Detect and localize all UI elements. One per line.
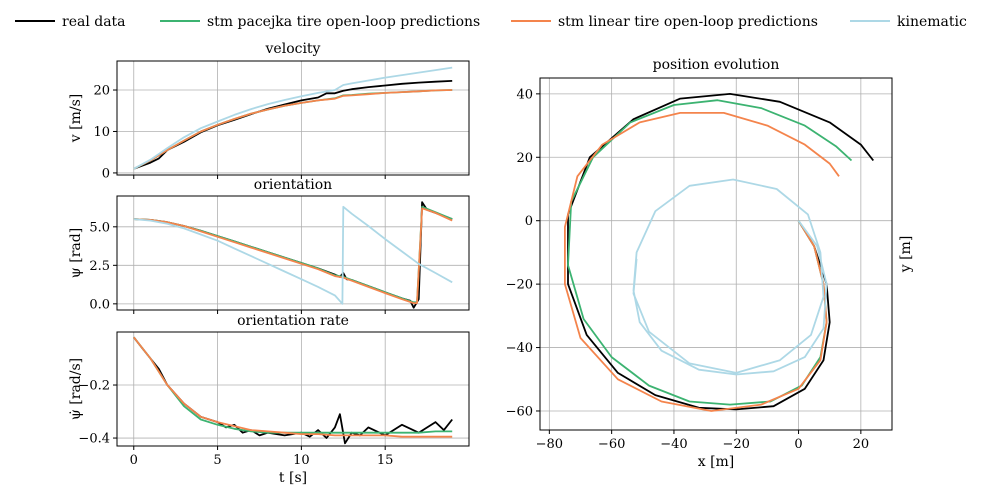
chart-title: velocity — [265, 41, 321, 57]
x-tick-label: 0 — [130, 453, 138, 468]
y-axis-label: ψ̇ [rad/s] — [68, 358, 84, 420]
x-tick-label: −20 — [723, 437, 750, 452]
y-axis-label: v [m/s] — [68, 94, 84, 143]
legend-label: stm linear tire open-loop predictions — [558, 14, 818, 30]
x-axis-label: t [s] — [279, 470, 307, 486]
legend-label: real data — [62, 14, 126, 30]
series-line — [133, 336, 453, 445]
legend-label: stm pacejka tire open-loop predictions — [207, 14, 480, 30]
x-tick-label: 5 — [213, 453, 221, 468]
series-line — [133, 205, 453, 304]
y-tick-label: 20 — [93, 84, 110, 99]
chart-panel: 0.0 2.5 5.0 orientation ψ [rad] — [68, 177, 470, 314]
series-line — [133, 336, 453, 438]
x-tick-label: 10 — [293, 453, 310, 468]
x-tick-label: 0 — [794, 437, 802, 452]
y-tick-label: 10 — [93, 125, 110, 140]
series-line — [564, 112, 840, 412]
x-tick-label: −60 — [598, 437, 625, 452]
legend-label: kinematic — [897, 14, 967, 30]
y-tick-label: −40 — [506, 341, 533, 356]
series-line — [133, 89, 453, 170]
y-tick-label: −20 — [506, 278, 533, 293]
axes-frame — [539, 77, 893, 431]
y-tick-label: 0 — [102, 166, 110, 181]
series-line — [567, 99, 853, 406]
chart-title: position evolution — [653, 57, 780, 73]
series-line — [133, 201, 453, 309]
series-line — [133, 205, 453, 305]
chart-panel: 0 10 20 velocity v [m/s] — [68, 41, 470, 181]
axes-frame — [116, 60, 470, 176]
y-tick-label: −60 — [506, 404, 533, 419]
x-tick-label: −80 — [536, 437, 563, 452]
series-line — [632, 178, 828, 376]
legend: real data stm pacejka tire open-loop pred… — [15, 14, 967, 30]
y-axis-label: y [m] — [898, 236, 914, 274]
y-tick-label: 20 — [516, 151, 533, 166]
y-tick-label: −0.4 — [78, 432, 110, 447]
x-tick-label: 20 — [853, 437, 870, 452]
axes-frame — [116, 195, 470, 311]
y-tick-label: 0.0 — [89, 297, 110, 312]
series-group — [133, 66, 453, 170]
series-line — [133, 80, 453, 170]
x-axis-label: x [m] — [698, 454, 735, 470]
series-line — [567, 93, 875, 411]
chart-title: orientation rate — [237, 313, 349, 329]
y-tick-label: 40 — [516, 87, 533, 102]
chart-title: orientation — [254, 177, 332, 193]
y-tick-label: 5.0 — [89, 220, 110, 235]
series-group — [564, 93, 875, 412]
y-tick-label: 2.5 — [89, 259, 110, 274]
x-tick-label: 15 — [377, 453, 394, 468]
y-axis-label: ψ [rad] — [68, 228, 84, 278]
plot-panels: 0 10 20 velocity v [m/s] 0.0 2.5 5.0 orientation… — [68, 41, 914, 486]
series-group — [133, 336, 453, 445]
series-group — [133, 201, 453, 309]
chart-panel: −80 −60 −40 −20 0 20 −60 −40 −20 0 20 40 position ev… — [506, 57, 914, 470]
x-tick-label: −40 — [660, 437, 687, 452]
chart-panel: 0 5 10 15 −0.4 −0.2 orientation rate t [s] ψ̇ [r… — [68, 313, 470, 486]
y-tick-label: 0 — [525, 214, 533, 229]
axes-frame — [116, 331, 470, 447]
series-line — [133, 66, 453, 170]
series-line — [133, 207, 453, 305]
y-tick-label: −0.2 — [78, 379, 110, 394]
